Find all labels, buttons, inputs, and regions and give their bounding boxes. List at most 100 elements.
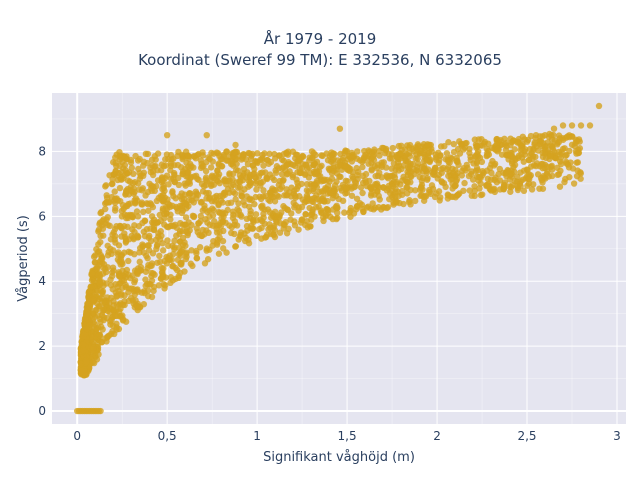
data-point [562,175,569,183]
data-point [223,148,231,155]
data-point [481,140,488,147]
data-point [576,138,583,145]
data-point [272,186,279,194]
data-point [298,180,305,188]
data-point [184,179,192,186]
data-point [140,169,148,176]
data-point [336,162,344,169]
data-point [107,282,115,289]
data-point [151,187,158,195]
data-point [108,193,116,201]
data-point [100,306,107,314]
data-point [249,162,257,169]
data-point [466,145,473,153]
data-point [185,163,192,170]
data-point [349,168,356,176]
data-point [213,225,220,232]
data-point [334,209,341,217]
data-point [574,159,582,166]
data-point [253,186,260,193]
data-point [185,169,192,176]
data-point [275,165,282,172]
data-point [418,183,425,191]
data-point [150,226,158,233]
data-point [136,258,143,266]
x-tick-label: 1 [253,429,261,443]
data-point [326,189,334,197]
data-point [161,210,168,218]
data-point [113,293,121,300]
data-point [244,160,252,168]
data-point [554,164,561,171]
data-point [167,274,175,281]
data-point [135,233,142,241]
data-point [472,153,479,161]
data-point [266,150,273,158]
data-point [576,145,584,152]
data-point [263,156,271,164]
data-point [159,191,167,198]
data-point [431,164,439,172]
data-point [371,146,378,153]
data-point [147,262,154,270]
data-point [95,351,102,358]
data-point [88,270,95,277]
data-point [554,171,561,179]
data-point [388,151,396,158]
data-point [500,181,508,188]
data-point [295,156,303,163]
data-point [324,197,331,205]
data-point [193,249,200,257]
data-point [120,277,128,284]
data-point [119,201,127,209]
data-point [171,221,179,228]
data-point [271,155,279,162]
data-point [506,183,513,190]
data-point [359,172,367,180]
data-point [78,367,86,375]
data-point [163,131,171,139]
data-point [450,140,457,148]
data-point [278,209,285,216]
data-point [116,162,123,170]
data-point [311,160,319,168]
data-point [252,211,260,218]
data-point [460,165,467,172]
data-point [192,172,200,180]
data-point [291,204,298,211]
data-point [175,174,182,182]
data-point [502,146,510,154]
data-point [368,165,375,173]
data-point [83,325,91,333]
data-point [194,191,202,199]
data-point [333,215,340,223]
data-point [595,102,603,110]
data-point [421,192,429,200]
data-point [520,158,527,165]
data-point [471,192,478,200]
data-point [530,181,537,188]
data-point [370,206,377,213]
data-point [375,204,382,211]
data-point [170,169,178,177]
data-point [273,219,280,226]
data-point [137,263,145,271]
data-point [147,281,154,288]
data-point [496,165,503,173]
data-point [383,187,391,194]
data-point [305,174,313,181]
data-point [107,276,114,283]
data-point [97,287,104,294]
data-point [311,213,318,220]
data-point [519,176,527,183]
data-point [445,158,452,165]
data-point [98,339,106,346]
data-point [564,133,571,140]
data-point [253,232,260,239]
data-point [284,206,291,213]
data-point [268,230,275,238]
data-point [219,218,227,225]
data-point [216,152,223,160]
data-point [368,183,375,191]
data-point [125,200,132,208]
